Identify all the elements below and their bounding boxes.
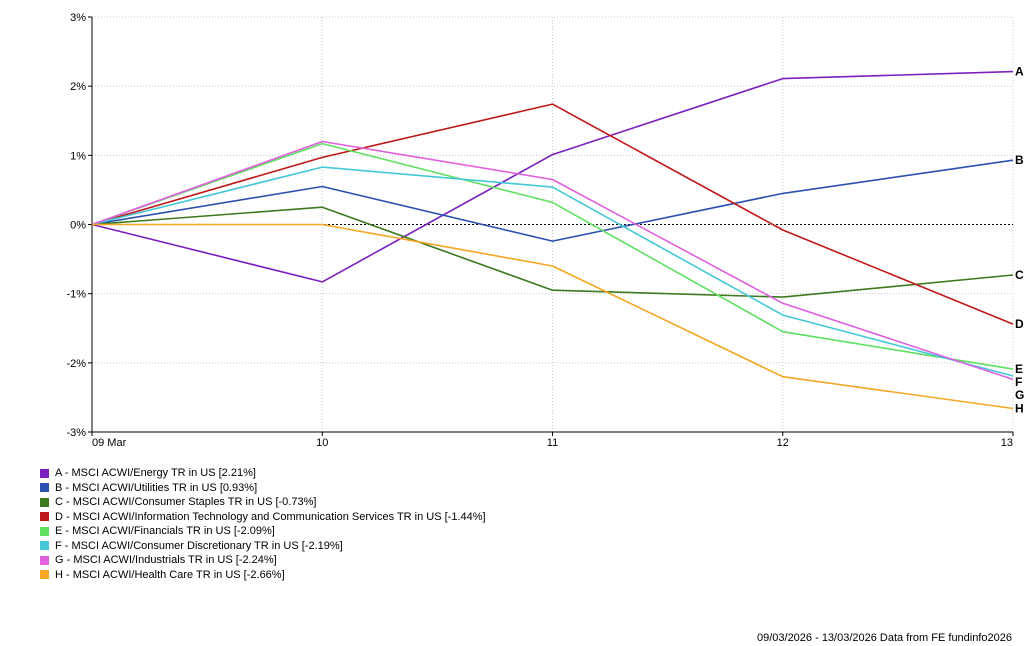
- series-line-g: [91, 140, 1014, 381]
- legend-label: D - MSCI ACWI/Information Technology and…: [55, 510, 486, 523]
- y-tick-label: -3%: [66, 427, 86, 439]
- legend-item: F - MSCI ACWI/Consumer Discretionary TR …: [40, 539, 486, 554]
- legend-swatch: [40, 468, 49, 478]
- legend-label: F - MSCI ACWI/Consumer Discretionary TR …: [55, 539, 343, 552]
- legend: A - MSCI ACWI/Energy TR in US [2.21%] B -…: [40, 466, 486, 582]
- legend-label: C - MSCI ACWI/Consumer Staples TR in US …: [55, 496, 317, 508]
- legend-swatch: [40, 541, 49, 551]
- series-end-label-f: F: [1015, 375, 1022, 389]
- series-line-h: [92, 223, 1014, 410]
- series-line-c: [91, 206, 1014, 298]
- legend-item: H - MSCI ACWI/Health Care TR in US [-2.6…: [40, 568, 486, 583]
- series-line-b: [91, 159, 1014, 242]
- legend-label: B - MSCI ACWI/Utilities TR in US [0.93%]: [55, 481, 258, 494]
- y-tick-label: -2%: [66, 358, 86, 370]
- series-line-d: [91, 103, 1014, 325]
- x-tick-labels: 09 Mar 10 11 12 13: [92, 437, 1013, 449]
- series-end-label-e: E: [1015, 362, 1023, 376]
- series-end-label-c: C: [1015, 268, 1024, 282]
- series-end-label-b: B: [1015, 153, 1024, 167]
- y-tick-labels: 3% 2% 1% 0% -1% -2% -3%: [66, 12, 86, 439]
- legend-swatch: [40, 570, 49, 580]
- y-tick-label: 2%: [70, 81, 86, 93]
- legend-item: C - MSCI ACWI/Consumer Staples TR in US …: [40, 495, 486, 510]
- legend-item: D - MSCI ACWI/Information Technology and…: [40, 510, 486, 525]
- line-chart: 3% 2% 1% 0% -1% -2% -3% 09 Mar 10 11 12 13 A B C D EFG…: [66, 12, 1024, 449]
- y-tick-label: 0%: [70, 220, 86, 232]
- x-tick-label: 10: [316, 437, 328, 449]
- series-line-e: [91, 142, 1014, 370]
- legend-item: B - MSCI ACWI/Utilities TR in US [0.93%]: [40, 481, 486, 496]
- y-tick-label: -1%: [66, 289, 86, 301]
- x-tick-label: 11: [547, 437, 558, 449]
- y-tick-label: 3%: [70, 12, 86, 24]
- series-end-label-h: H: [1015, 401, 1024, 415]
- series-end-label-d: D: [1015, 317, 1024, 331]
- legend-label: E - MSCI ACWI/Financials TR in US [-2.09…: [55, 525, 275, 537]
- legend-swatch: [40, 526, 49, 536]
- axes: [88, 16, 1014, 436]
- legend-item: G - MSCI ACWI/Industrials TR in US [-2.2…: [40, 553, 486, 568]
- series-line-f: [91, 166, 1014, 377]
- x-tick-label: 12: [777, 437, 789, 449]
- legend-item: A - MSCI ACWI/Energy TR in US [2.21%]: [40, 466, 486, 481]
- footer-source: 09/03/2026 - 13/03/2026 Data from FE fun…: [756, 632, 1012, 644]
- series-end-label-g: G: [1015, 388, 1024, 402]
- legend-label: G - MSCI ACWI/Industrials TR in US [-2.2…: [55, 554, 277, 566]
- x-tick-label: 09 Mar: [92, 437, 127, 449]
- series-end-label-a: A: [1015, 65, 1024, 79]
- legend-swatch: [40, 555, 49, 565]
- series-line-a: [91, 70, 1014, 283]
- legend-label: H - MSCI ACWI/Health Care TR in US [-2.6…: [55, 568, 285, 581]
- legend-label: A - MSCI ACWI/Energy TR in US [2.21%]: [55, 467, 256, 479]
- legend-swatch: [40, 497, 49, 507]
- legend-swatch: [40, 512, 49, 522]
- y-tick-label: 1%: [70, 150, 86, 162]
- legend-swatch: [40, 483, 49, 493]
- x-tick-label: 13: [1001, 437, 1013, 449]
- series-lines: [91, 70, 1014, 410]
- legend-item: E - MSCI ACWI/Financials TR in US [-2.09…: [40, 524, 486, 539]
